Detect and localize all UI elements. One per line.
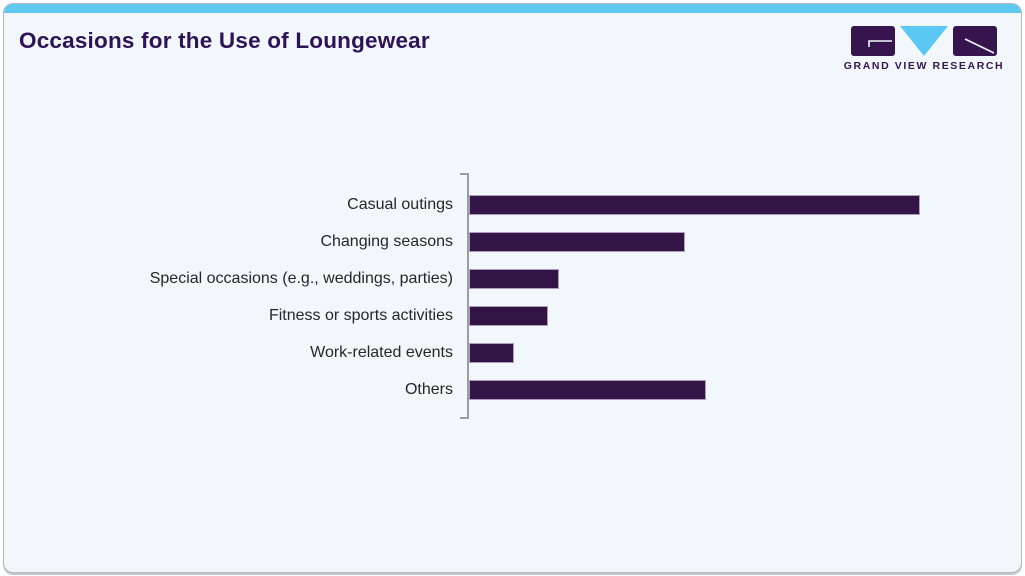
bar-row: Casual outings: [4, 195, 920, 215]
grand-view-research-logo: GRAND VIEW RESEARCH: [844, 25, 1003, 72]
category-label: Others: [404, 381, 453, 398]
bar-row: Changing seasons: [4, 232, 686, 252]
bar: [469, 232, 686, 252]
category-label: Special occasions (e.g., weddings, parti…: [149, 270, 453, 287]
category-label: Casual outings: [347, 196, 453, 213]
bar: [469, 343, 515, 363]
slide-card: Occasions for the Use of Loungewear GRAN…: [3, 3, 1022, 573]
category-label: Fitness or sports activities: [268, 307, 453, 324]
top-accent-bar: [4, 4, 1021, 13]
y-axis-line: [467, 173, 469, 419]
bar: [469, 306, 548, 326]
gvr-logo-text: GRAND VIEW RESEARCH: [843, 60, 1005, 72]
bar-row: Fitness or sports activities: [4, 306, 548, 326]
bar: [469, 380, 706, 400]
gvr-logo-icon: [851, 26, 997, 56]
bar-row: Special occasions (e.g., weddings, parti…: [4, 269, 560, 289]
chart-title: Occasions for the Use of Loungewear: [19, 28, 430, 53]
y-axis-top-tick: [460, 173, 468, 175]
bar-row: Others: [4, 380, 706, 400]
bar-row: Work-related events: [4, 343, 515, 363]
bar: [469, 195, 920, 215]
category-label: Changing seasons: [320, 233, 453, 250]
bar: [469, 269, 560, 289]
bar-chart: Casual outings Changing seasons Special oc…: [4, 4, 1021, 572]
category-label: Work-related events: [310, 344, 453, 361]
y-axis-bottom-tick: [460, 417, 468, 419]
